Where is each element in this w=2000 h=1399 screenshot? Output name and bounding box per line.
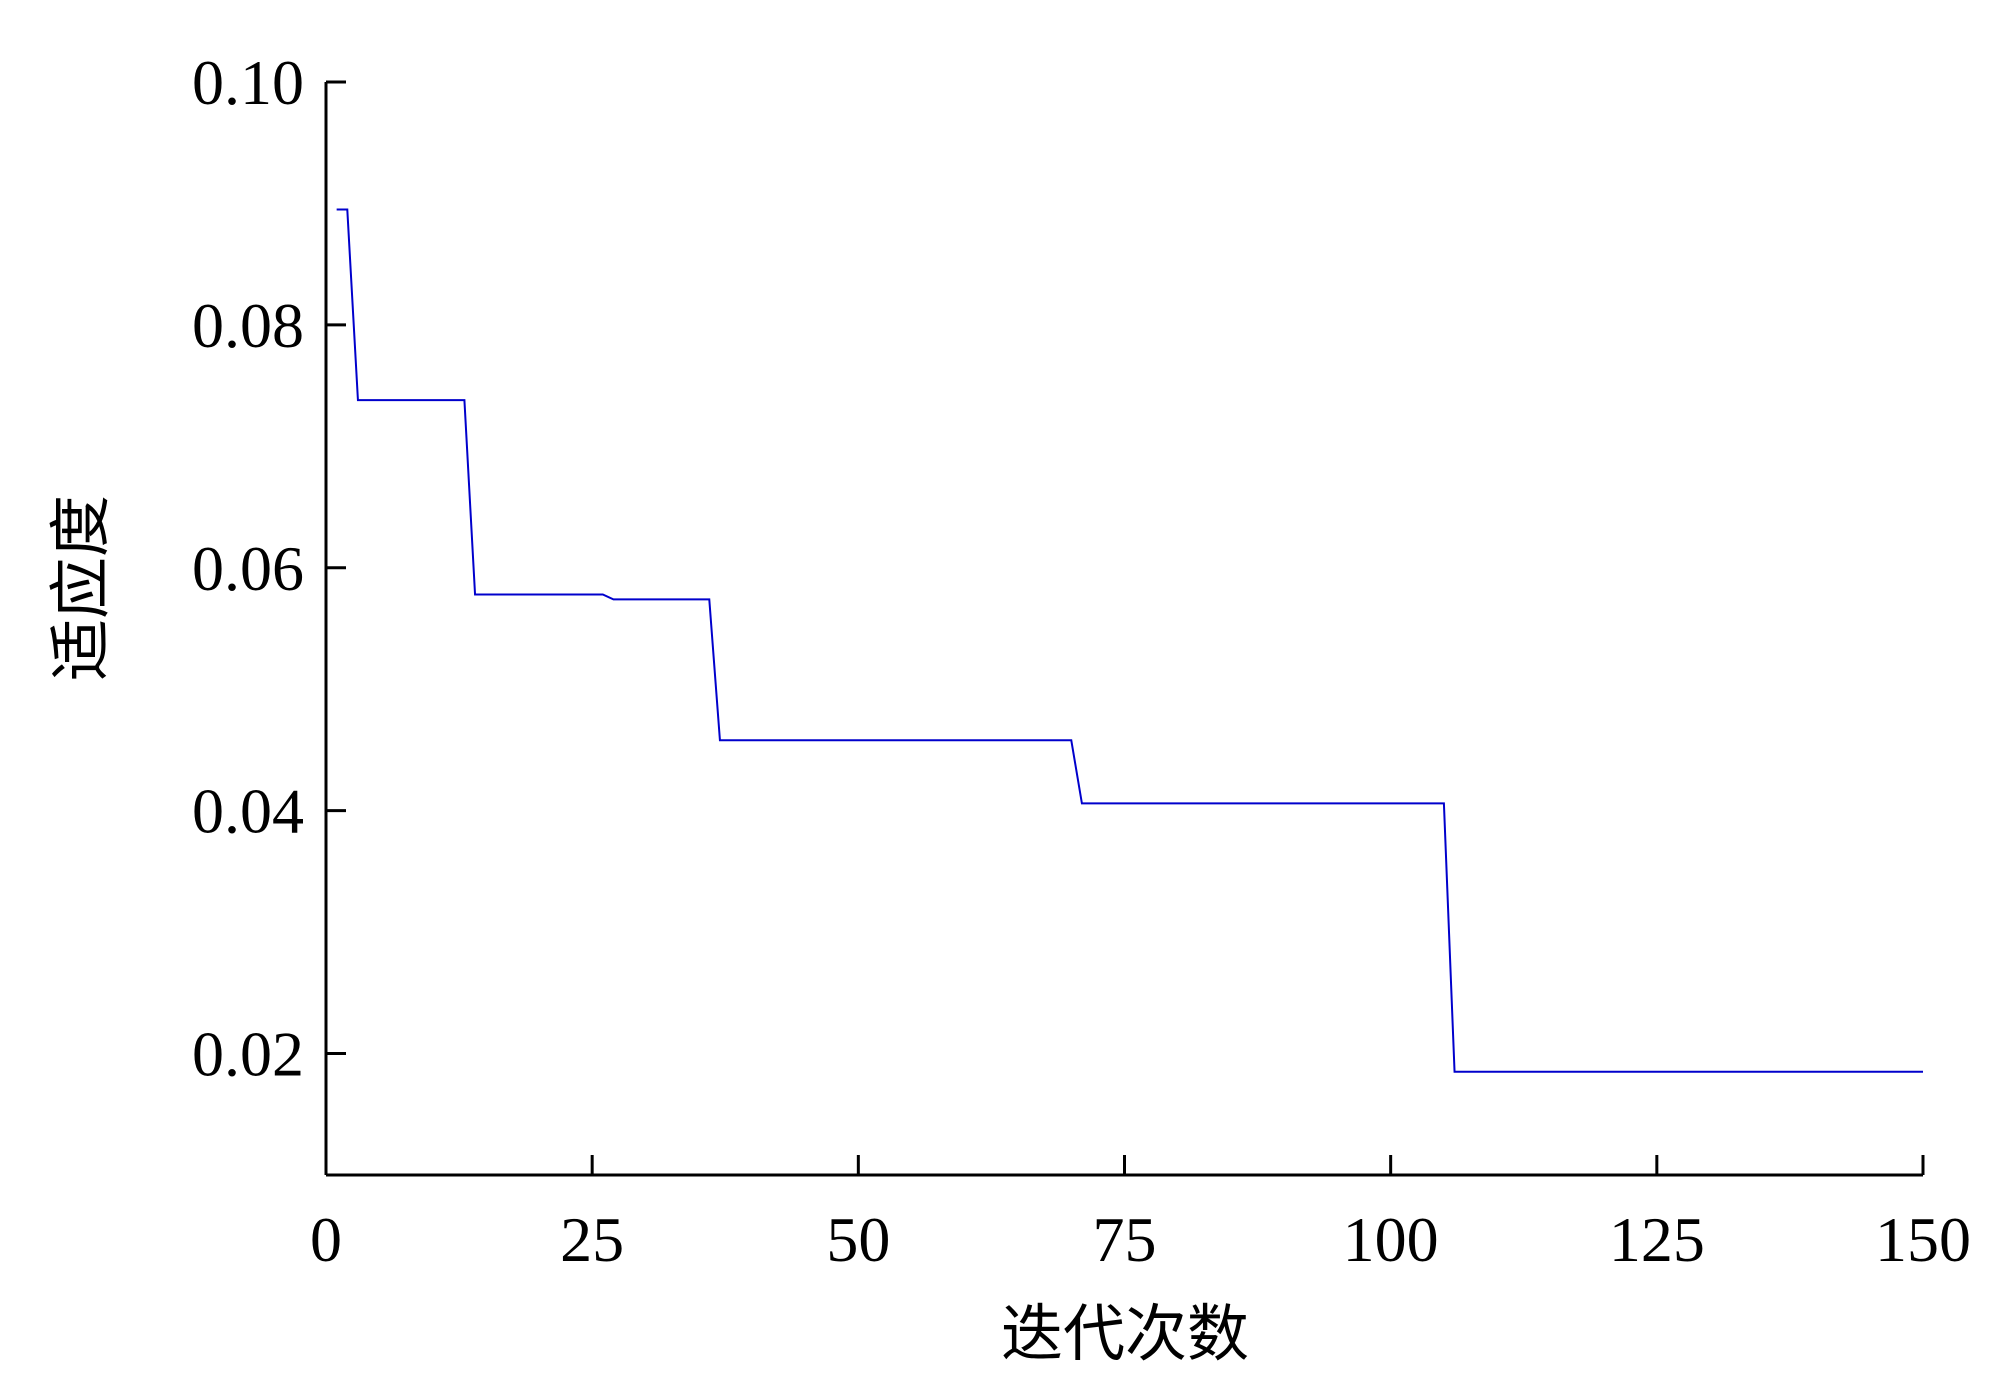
x-tick-label: 75 (1093, 1204, 1157, 1275)
x-tick-label: 50 (826, 1204, 890, 1275)
x-tick-label: 150 (1875, 1204, 1971, 1275)
y-tick-label: 0.08 (192, 290, 304, 361)
y-tick-label: 0.04 (192, 776, 304, 847)
x-ticks: 0 25 50 75 100 125 150 (310, 1155, 1971, 1275)
y-tick-label: 0.10 (192, 47, 304, 118)
series-group (336, 208, 1923, 1073)
x-tick-label: 25 (560, 1204, 624, 1275)
y-ticks: 0.02 0.04 0.06 0.08 0.10 (192, 47, 346, 1090)
x-tick-label: 100 (1343, 1204, 1439, 1275)
axes (324, 82, 1923, 1177)
x-axis-title: 迭代次数 (1001, 1297, 1249, 1370)
y-tick-label: 0.02 (192, 1019, 304, 1090)
y-tick-label: 0.06 (192, 533, 304, 604)
x-tick-label: 0 (310, 1204, 342, 1275)
x-tick-label: 125 (1609, 1204, 1705, 1275)
y-axis-title: 适应度 (44, 495, 117, 681)
series-line (336, 208, 1923, 1073)
